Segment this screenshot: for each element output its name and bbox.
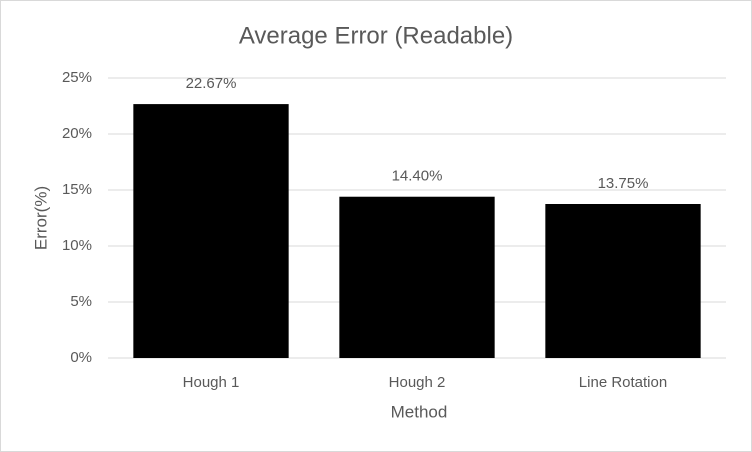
x-tick-label: Line Rotation bbox=[579, 374, 667, 391]
y-tick-label: 15% bbox=[62, 181, 92, 198]
x-tick-label: Hough 2 bbox=[389, 374, 446, 391]
x-tick-label: Hough 1 bbox=[183, 374, 240, 391]
data-label: 14.40% bbox=[392, 168, 443, 185]
y-tick-label: 0% bbox=[70, 349, 92, 366]
x-axis-label: Method bbox=[391, 402, 448, 421]
chart-title: Average Error (Readable) bbox=[239, 22, 513, 49]
bar bbox=[339, 196, 495, 358]
y-axis-label: Error(%) bbox=[31, 186, 50, 250]
data-label: 22.67% bbox=[186, 75, 237, 92]
y-tick-label: 25% bbox=[62, 69, 92, 86]
bar bbox=[133, 104, 289, 358]
y-tick-label: 5% bbox=[70, 293, 92, 310]
y-tick-label: 20% bbox=[62, 125, 92, 142]
bar bbox=[545, 204, 701, 358]
data-label: 13.75% bbox=[598, 175, 649, 192]
y-tick-label: 10% bbox=[62, 237, 92, 254]
